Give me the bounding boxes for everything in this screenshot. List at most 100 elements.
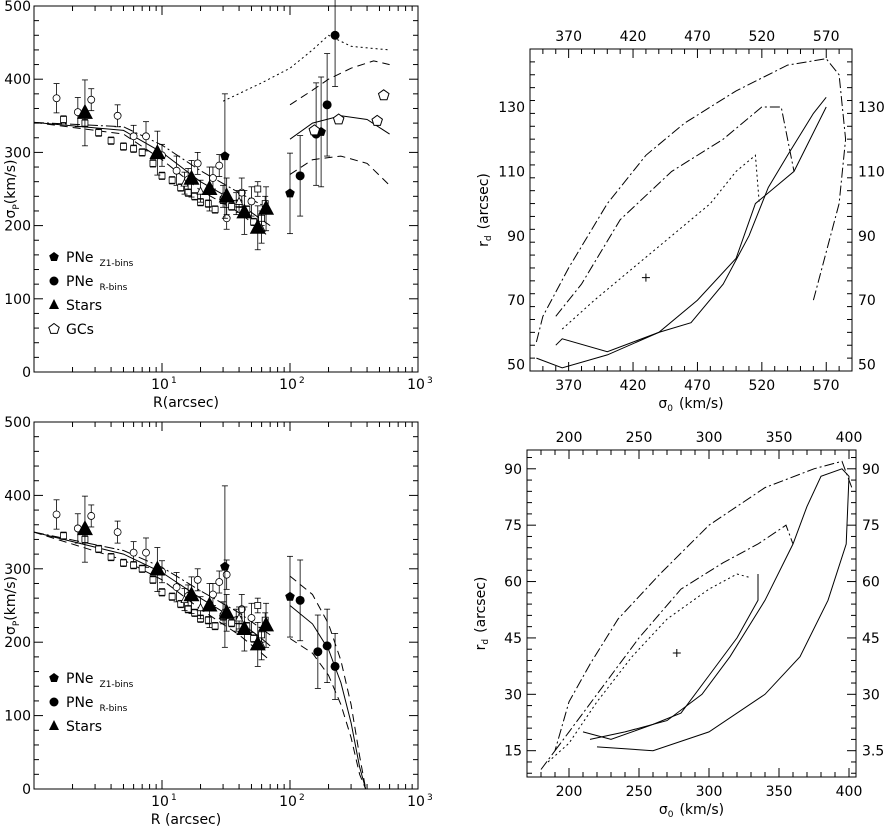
data-point-square-open xyxy=(211,206,219,213)
model-curve-dashed xyxy=(289,638,367,790)
data-point-square-open xyxy=(204,616,212,624)
y-tick-label: 500 xyxy=(4,0,31,15)
best-fit-marker xyxy=(641,273,650,282)
right-tick-label: 30 xyxy=(862,687,880,703)
data-point-triangle-filled-large xyxy=(236,203,253,219)
y-tick-label: 30 xyxy=(504,687,522,703)
y-axis-title-text: σP(km/s) xyxy=(3,160,22,219)
x-tick-label: 10 xyxy=(407,377,425,393)
data-point-circle-open xyxy=(247,197,256,206)
data-point-circle-open xyxy=(215,578,224,586)
y-tick-label: 60 xyxy=(504,575,522,591)
data-point-square-open xyxy=(120,559,127,567)
x-tick-label: 570 xyxy=(813,378,840,394)
data-point-triangle-filled-large xyxy=(258,199,275,215)
y-tick-label: 500 xyxy=(4,415,31,431)
right-tick-label: 70 xyxy=(858,293,876,309)
data-point-triangle-filled-large xyxy=(149,560,166,576)
model-curve-dashed xyxy=(289,60,390,106)
data-point-triangle-filled-large xyxy=(258,616,275,632)
model-curve-dashdot xyxy=(33,531,271,636)
y-tick-label: 45 xyxy=(504,631,522,647)
top-tick-label: 250 xyxy=(626,430,653,446)
contour-solid xyxy=(589,468,850,752)
legend-label: GCs xyxy=(66,322,94,338)
top-tick-label: 300 xyxy=(696,430,723,446)
y-tick-label: 130 xyxy=(498,100,525,116)
legend-marker-pentagon-filled xyxy=(49,252,59,261)
right-tick-label: 75 xyxy=(862,518,880,534)
y-tick-label: 50 xyxy=(507,358,525,374)
data-point-pentagon-filled xyxy=(220,561,230,571)
data-point-circle-open xyxy=(52,510,61,519)
data-point-square-open xyxy=(120,143,127,150)
data-point-square-open xyxy=(254,185,262,193)
y-axis-title: σP(km/s) xyxy=(3,160,22,219)
top-tick-label: 520 xyxy=(748,29,775,45)
top-tick-label: 350 xyxy=(766,430,793,446)
y-tick-label: 300 xyxy=(4,145,31,161)
legend-marker-pentagon-filled xyxy=(49,673,59,682)
contour-dotted xyxy=(561,154,760,330)
x-tick-exponent: 2 xyxy=(299,376,305,386)
data-point-circle-filled xyxy=(313,647,323,657)
data-point-triangle-filled-large xyxy=(201,596,218,612)
data-point-circle-open xyxy=(237,605,246,614)
data-point-square-open xyxy=(177,184,185,191)
data-point-circle-open xyxy=(129,132,138,141)
data-point-circle-open xyxy=(52,94,61,103)
x-axis-title: σ0 (km/s) xyxy=(659,802,724,820)
y-axis-title: rd(arcsec) xyxy=(476,173,494,247)
data-point-circle-open xyxy=(113,111,122,120)
data-point-circle-filled xyxy=(295,171,305,181)
data-point-triangle-filled-large xyxy=(76,103,93,119)
y-tick-label: 0 xyxy=(22,365,31,381)
data-point-triangle-open xyxy=(234,196,244,205)
data-point-square-open xyxy=(138,565,146,573)
data-point-triangle-filled-large xyxy=(183,169,200,185)
x-tick-label: 200 xyxy=(556,784,583,800)
data-point-circle-open xyxy=(247,614,256,622)
data-point-pentagon-filled xyxy=(220,151,230,161)
x-tick-exponent: 2 xyxy=(299,793,305,803)
data-point-square-open xyxy=(228,203,236,210)
top-tick-label: 420 xyxy=(620,29,647,45)
chart-top-right: 370 420 470 520 570 370 420 470 520 570 50 70 90 110 1… xyxy=(476,29,885,414)
y-tick-label: 110 xyxy=(498,164,525,180)
y-tick-label: 0 xyxy=(22,782,31,798)
x-tick-exponent: 1 xyxy=(171,376,177,386)
data-point-square-open xyxy=(158,172,166,180)
data-point-circle-open xyxy=(113,528,122,536)
y-axis-title-text: rd(arcsec) xyxy=(473,577,491,651)
x-tick-label: 10 xyxy=(151,794,169,810)
chart-bottom-right: 200 250 300 350 400 200 250 300 350 400 15 30 45 60 75… xyxy=(473,430,884,820)
data-point-triangle-filled-large xyxy=(149,144,166,160)
legend-marker-pentagon-open xyxy=(48,322,60,334)
data-point-circle-open xyxy=(193,159,202,168)
y-axis-title: rd(arcsec) xyxy=(473,577,491,651)
data-point-circle-filled xyxy=(322,641,332,651)
x-tick-label: 10 xyxy=(279,377,297,393)
data-point-triangle-filled-large xyxy=(218,187,235,203)
legend-marker-triangle-filled xyxy=(49,299,59,309)
legend-marker-circle-filled xyxy=(49,276,59,286)
data-point-triangle-filled-large xyxy=(218,603,235,619)
data-point-square-open xyxy=(254,602,262,609)
contour-solid xyxy=(582,574,759,740)
data-point-circle-filled xyxy=(330,30,340,40)
contour-dotted xyxy=(547,573,752,763)
x-tick-label: 10 xyxy=(407,794,425,810)
data-point-circle-filled xyxy=(330,661,340,671)
data-point-triangle-filled-large xyxy=(201,180,218,195)
data-point-circle-open xyxy=(215,161,224,170)
top-tick-label: 570 xyxy=(813,29,840,45)
legend-label: PNe Z1-bins xyxy=(66,250,134,269)
plot-frame xyxy=(33,421,419,790)
data-point-square-open xyxy=(130,561,138,569)
data-point-circle-open xyxy=(129,548,138,557)
data-point-circle-open xyxy=(87,512,96,520)
contour-solid xyxy=(536,96,827,369)
x-tick-label: 470 xyxy=(684,378,711,394)
data-point-triangle-filled-large xyxy=(249,635,266,651)
